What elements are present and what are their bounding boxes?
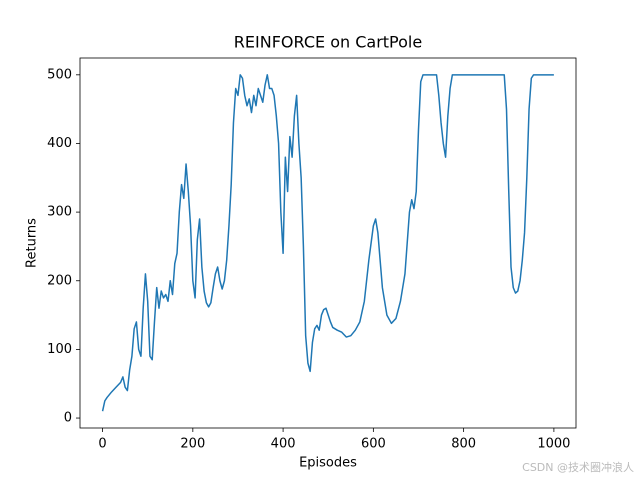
y-axis-label: Returns (25, 218, 40, 268)
x-tick-label: 200 (180, 437, 205, 452)
x-tick-label: 800 (451, 437, 476, 452)
data-line (101, 74, 554, 412)
chart-title: REINFORCE on CartPole (234, 33, 422, 52)
y-tick-label: 400 (47, 136, 72, 151)
x-tick-label: 0 (98, 437, 106, 452)
y-tick-label: 300 (47, 205, 72, 220)
x-tick-label: 400 (271, 437, 296, 452)
watermark: CSDN @技术圈冲浪人 (522, 460, 634, 474)
x-tick-label: 1000 (537, 437, 570, 452)
x-axis-label: Episodes (299, 456, 357, 471)
y-tick-label: 500 (47, 67, 72, 82)
y-tick-label: 200 (47, 273, 72, 288)
y-tick-label: 0 (64, 411, 72, 426)
plot-frame (79, 57, 577, 429)
y-tick-label: 100 (47, 342, 72, 357)
x-tick-label: 600 (361, 437, 386, 452)
